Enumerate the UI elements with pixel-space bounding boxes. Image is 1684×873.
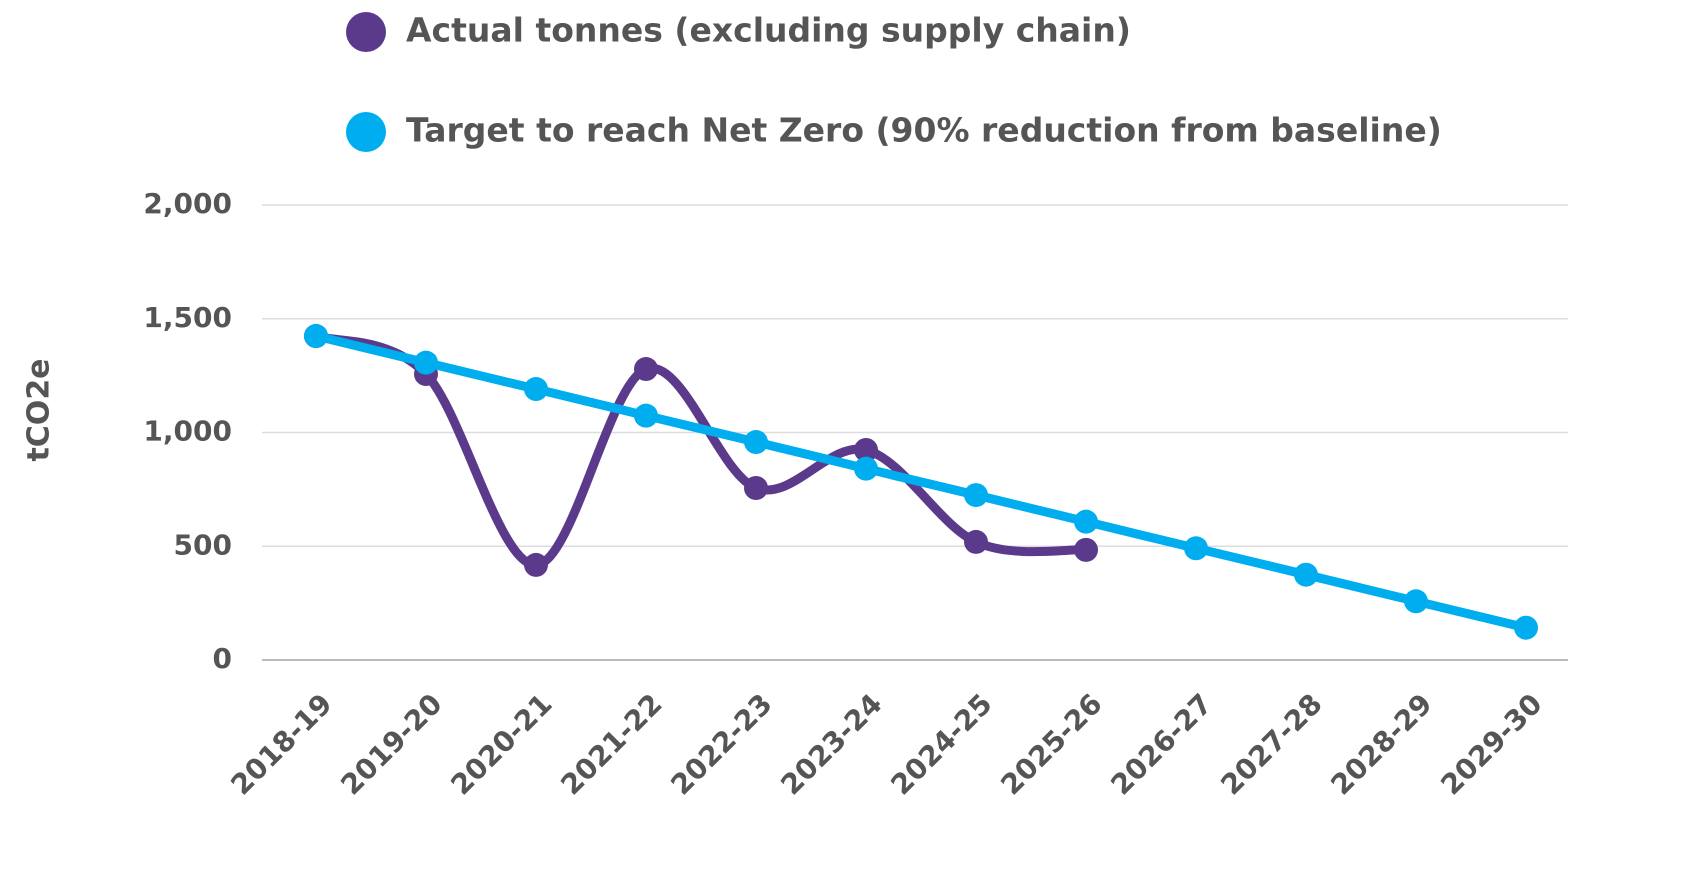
x-tick-label: 2024-25 (884, 687, 998, 801)
data-point (1074, 537, 1098, 562)
series-line (311, 331, 1091, 570)
x-tick-label: 2028-29 (1324, 687, 1438, 801)
x-tick-label: 2020-21 (444, 687, 558, 801)
data-point (964, 529, 988, 554)
x-tick-label: 2027-28 (1214, 687, 1328, 801)
x-tick-label: 2029-30 (1434, 687, 1548, 801)
data-point (524, 377, 548, 402)
data-point (744, 430, 768, 455)
legend-marker (346, 112, 386, 152)
data-point (1074, 509, 1098, 534)
data-point (634, 357, 658, 382)
data-point (524, 552, 548, 577)
x-tick-label: 2025-26 (994, 687, 1108, 801)
legend-label: Target to reach Net Zero (90% reduction … (406, 111, 1442, 150)
y-tick-label: 1,500 (143, 301, 232, 334)
x-tick-label: 2021-22 (554, 687, 668, 801)
data-point (304, 324, 328, 349)
data-point (1514, 615, 1538, 640)
y-tick-label: 1,000 (143, 415, 232, 448)
x-tick-label: 2022-23 (664, 687, 778, 801)
legend-label: Actual tonnes (excluding supply chain) (406, 11, 1131, 50)
data-point (964, 483, 988, 508)
data-point (634, 403, 658, 428)
data-point (854, 456, 878, 481)
x-tick-label: 2023-24 (774, 687, 888, 801)
x-tick-label: 2026-27 (1104, 687, 1218, 801)
x-tick-label: 2019-20 (334, 687, 448, 801)
y-axis-label: tCO2e (22, 358, 57, 461)
y-tick-label: 500 (174, 528, 232, 561)
data-point (1294, 562, 1318, 587)
y-tick-label: 0 (213, 642, 232, 675)
y-tick-label: 2,000 (143, 187, 232, 220)
legend-marker (346, 12, 386, 52)
data-point (744, 476, 768, 501)
data-point (1404, 589, 1428, 614)
data-point (414, 350, 438, 375)
data-point (854, 438, 878, 463)
data-point (1184, 536, 1208, 561)
x-tick-label: 2018-19 (224, 687, 338, 801)
series-line (311, 331, 1531, 633)
